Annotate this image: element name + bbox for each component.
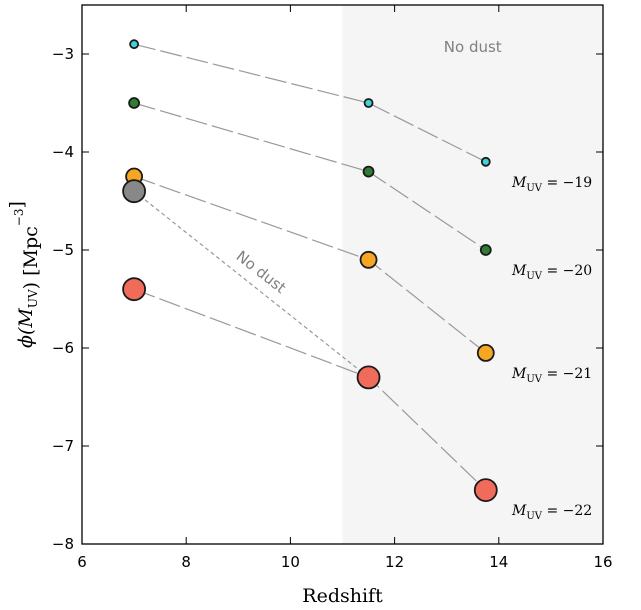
y-tick-label: −3: [52, 45, 74, 63]
plot-frame: [81, 4, 604, 545]
series-line-m19: [133, 43, 487, 163]
y-tick-label: −6: [52, 339, 74, 357]
point-no-dust: [122, 179, 147, 204]
x-tick-label: 16: [593, 553, 612, 571]
y-tick-labels: −3 −4 −5 −6 −7 −8: [52, 45, 74, 553]
x-axis-label: Redshift: [302, 585, 383, 607]
x-tick-label: 14: [489, 553, 508, 571]
x-tick-label: 12: [385, 553, 404, 571]
y-axis-label: ϕ(MUV) [Mpc−3]: [6, 201, 42, 348]
y-tick-label: −8: [52, 535, 74, 553]
y-tick-label: −7: [52, 437, 74, 455]
x-tick-labels: 6 8 10 12 14 16: [77, 553, 612, 571]
series-label-m21: MUV = −21: [511, 366, 592, 385]
y-tick-label: −4: [52, 143, 74, 161]
point-m19-0: [129, 39, 140, 50]
no-dust-line-label: No dust: [233, 247, 290, 297]
point-m20-1: [362, 165, 375, 178]
x-tick-label: 6: [77, 553, 87, 571]
point-m19-2: [480, 156, 491, 167]
series-labels: MUV = −19 MUV = −20 MUV = −21 MUV = −22: [511, 175, 592, 522]
no-dust-region-label: No dust: [444, 38, 502, 56]
point-m19-1: [363, 98, 374, 108]
axis-ticks: [81, 5, 604, 545]
no-dust-line: [133, 190, 369, 378]
y-tick-label: −5: [52, 241, 74, 259]
no-dust-dotted-line: [133, 190, 369, 378]
x-tick-label: 8: [181, 553, 191, 571]
point-m21-2: [476, 343, 495, 362]
point-m21-1: [359, 250, 378, 269]
no-dust-shade: [342, 5, 603, 544]
data-points: [122, 39, 498, 503]
no-dust-shaded-region: [342, 5, 603, 544]
series-label-m20: MUV = −20: [511, 263, 592, 282]
point-m20-2: [479, 244, 492, 256]
point-m22-0: [122, 277, 147, 302]
series-label-m22: MUV = −22: [511, 503, 592, 522]
point-m22-2: [473, 478, 498, 503]
point-m20-0: [128, 97, 141, 109]
x-tick-label: 10: [281, 553, 300, 571]
series-label-m19: MUV = −19: [511, 175, 592, 194]
point-m22-1: [356, 365, 381, 390]
